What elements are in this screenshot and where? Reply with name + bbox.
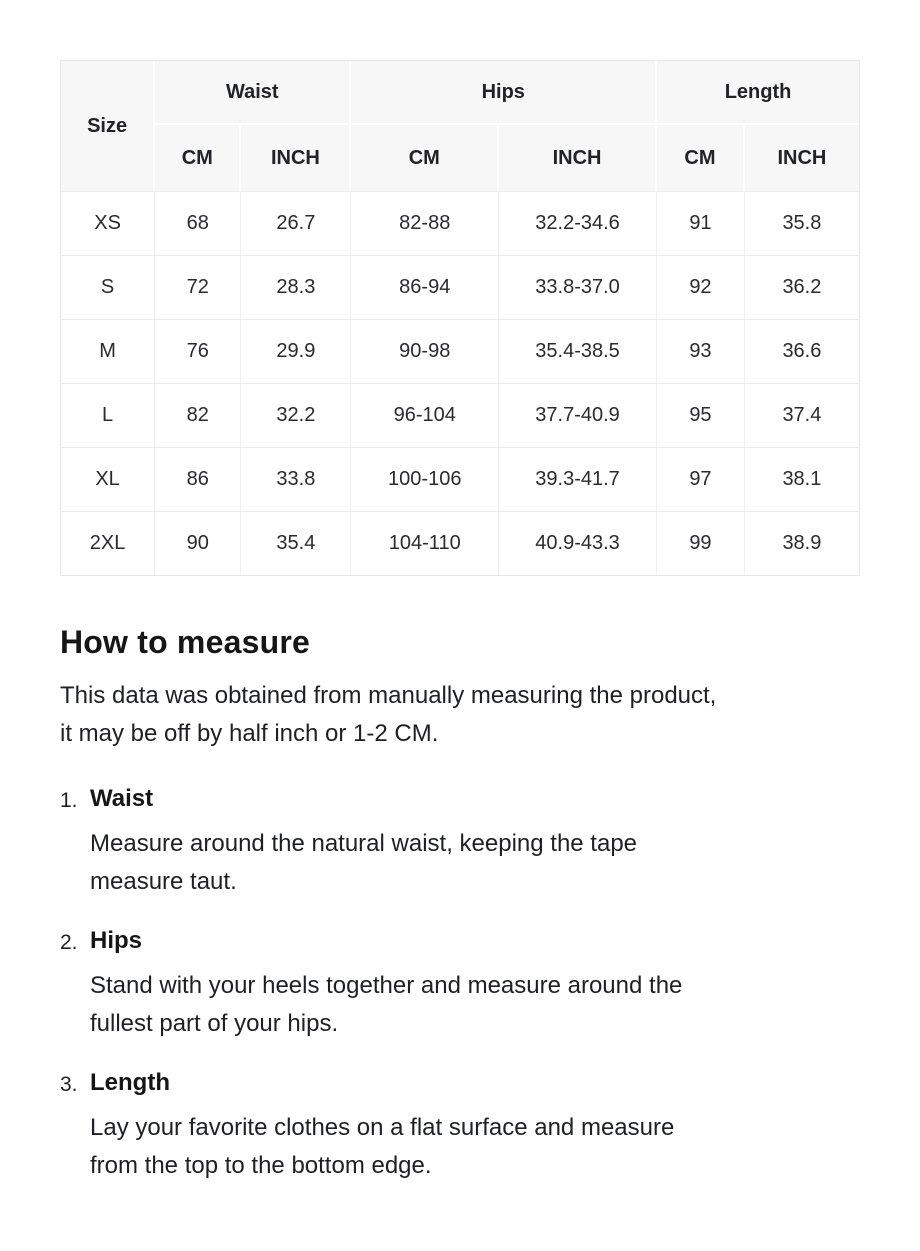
header-group-hips: Hips bbox=[351, 61, 658, 125]
length-inch-cell: 36.2 bbox=[744, 255, 859, 319]
hips-inch-cell: 40.9-43.3 bbox=[499, 511, 658, 575]
header-unit-row: CM INCH CM INCH CM INCH bbox=[61, 125, 859, 191]
size-cell: S bbox=[61, 255, 156, 319]
length-cm-cell: 97 bbox=[657, 447, 745, 511]
header-length-inch: INCH bbox=[744, 125, 859, 191]
length-inch-cell: 38.9 bbox=[744, 511, 859, 575]
size-cell: M bbox=[61, 319, 156, 383]
header-length-cm: CM bbox=[657, 125, 745, 191]
measure-step-waist: 1. Waist Measure around the natural wais… bbox=[60, 785, 860, 901]
hips-inch-cell: 39.3-41.7 bbox=[499, 447, 658, 511]
length-inch-cell: 36.6 bbox=[744, 319, 859, 383]
waist-inch-cell: 35.4 bbox=[241, 511, 352, 575]
header-hips-inch: INCH bbox=[499, 125, 658, 191]
size-chart-header: Size Waist Hips Length CM INCH CM INCH C… bbox=[61, 61, 859, 191]
waist-cm-cell: 86 bbox=[155, 447, 242, 511]
size-row-s: S 72 28.3 86-94 33.8-37.0 92 36.2 bbox=[61, 255, 859, 319]
hips-cm-cell: 104-110 bbox=[351, 511, 500, 575]
hips-cm-cell: 96-104 bbox=[351, 383, 500, 447]
waist-cm-cell: 76 bbox=[155, 319, 242, 383]
length-cm-cell: 99 bbox=[657, 511, 745, 575]
hips-cm-cell: 86-94 bbox=[351, 255, 500, 319]
step-number: 1. bbox=[60, 789, 78, 812]
length-cm-cell: 93 bbox=[657, 319, 745, 383]
step-title-waist: Waist bbox=[90, 785, 154, 812]
hips-inch-cell: 37.7-40.9 bbox=[499, 383, 658, 447]
step-description-waist: Measure around the natural waist, keepin… bbox=[90, 830, 638, 895]
waist-inch-cell: 33.8 bbox=[241, 447, 352, 511]
length-inch-cell: 35.8 bbox=[744, 191, 859, 255]
size-row-xl: XL 86 33.8 100-106 39.3-41.7 97 38.1 bbox=[61, 447, 859, 511]
step-description-hips: Stand with your heels together and measu… bbox=[90, 972, 683, 1037]
size-row-xs: XS 68 26.7 82-88 32.2-34.6 91 35.8 bbox=[61, 191, 859, 255]
size-cell: XL bbox=[61, 447, 156, 511]
size-chart-body: XS 68 26.7 82-88 32.2-34.6 91 35.8 S 72 … bbox=[61, 191, 859, 575]
length-cm-cell: 92 bbox=[657, 255, 745, 319]
waist-cm-cell: 90 bbox=[155, 511, 242, 575]
waist-inch-cell: 28.3 bbox=[241, 255, 352, 319]
step-number: 2. bbox=[60, 931, 78, 954]
length-inch-cell: 38.1 bbox=[744, 447, 859, 511]
size-cell: XS bbox=[61, 191, 156, 255]
size-cell: 2XL bbox=[61, 511, 156, 575]
step-number: 3. bbox=[60, 1073, 78, 1096]
waist-inch-cell: 32.2 bbox=[241, 383, 352, 447]
hips-inch-cell: 32.2-34.6 bbox=[499, 191, 658, 255]
size-chart-table-container: Size Waist Hips Length CM INCH CM INCH C… bbox=[60, 60, 860, 576]
header-group-waist: Waist bbox=[155, 61, 352, 125]
header-hips-cm: CM bbox=[351, 125, 500, 191]
step-body: Waist Measure around the natural waist, … bbox=[90, 785, 860, 901]
hips-cm-cell: 100-106 bbox=[351, 447, 500, 511]
waist-cm-cell: 82 bbox=[155, 383, 242, 447]
length-cm-cell: 95 bbox=[657, 383, 745, 447]
header-waist-cm: CM bbox=[155, 125, 242, 191]
header-waist-inch: INCH bbox=[241, 125, 352, 191]
step-body: Hips Stand with your heels together and … bbox=[90, 927, 860, 1043]
header-size: Size bbox=[61, 61, 156, 191]
hips-inch-cell: 33.8-37.0 bbox=[499, 255, 658, 319]
step-title-length: Length bbox=[90, 1069, 170, 1096]
step-title-hips: Hips bbox=[90, 927, 143, 954]
waist-cm-cell: 72 bbox=[155, 255, 242, 319]
length-inch-cell: 37.4 bbox=[744, 383, 859, 447]
measure-step-hips: 2. Hips Stand with your heels together a… bbox=[60, 927, 860, 1043]
size-row-l: L 82 32.2 96-104 37.7-40.9 95 37.4 bbox=[61, 383, 859, 447]
size-chart-table: Size Waist Hips Length CM INCH CM INCH C… bbox=[61, 61, 859, 575]
hips-cm-cell: 90-98 bbox=[351, 319, 500, 383]
header-group-row: Size Waist Hips Length bbox=[61, 61, 859, 191]
step-body: Length Lay your favorite clothes on a fl… bbox=[90, 1069, 860, 1185]
waist-inch-cell: 26.7 bbox=[241, 191, 352, 255]
length-cm-cell: 91 bbox=[657, 191, 745, 255]
waist-cm-cell: 68 bbox=[155, 191, 242, 255]
size-cell: L bbox=[61, 383, 156, 447]
waist-inch-cell: 29.9 bbox=[241, 319, 352, 383]
how-to-measure-intro: This data was obtained from manually mea… bbox=[60, 682, 717, 747]
measure-step-length: 3. Length Lay your favorite clothes on a… bbox=[60, 1069, 860, 1185]
step-description-length: Lay your favorite clothes on a flat surf… bbox=[90, 1114, 675, 1179]
how-to-measure-title: How to measure bbox=[60, 624, 310, 660]
measure-steps-list: 1. Waist Measure around the natural wais… bbox=[60, 785, 860, 1185]
size-row-2xl: 2XL 90 35.4 104-110 40.9-43.3 99 38.9 bbox=[61, 511, 859, 575]
size-row-m: M 76 29.9 90-98 35.4-38.5 93 36.6 bbox=[61, 319, 859, 383]
hips-cm-cell: 82-88 bbox=[351, 191, 500, 255]
header-group-length: Length bbox=[657, 61, 859, 125]
hips-inch-cell: 35.4-38.5 bbox=[499, 319, 658, 383]
